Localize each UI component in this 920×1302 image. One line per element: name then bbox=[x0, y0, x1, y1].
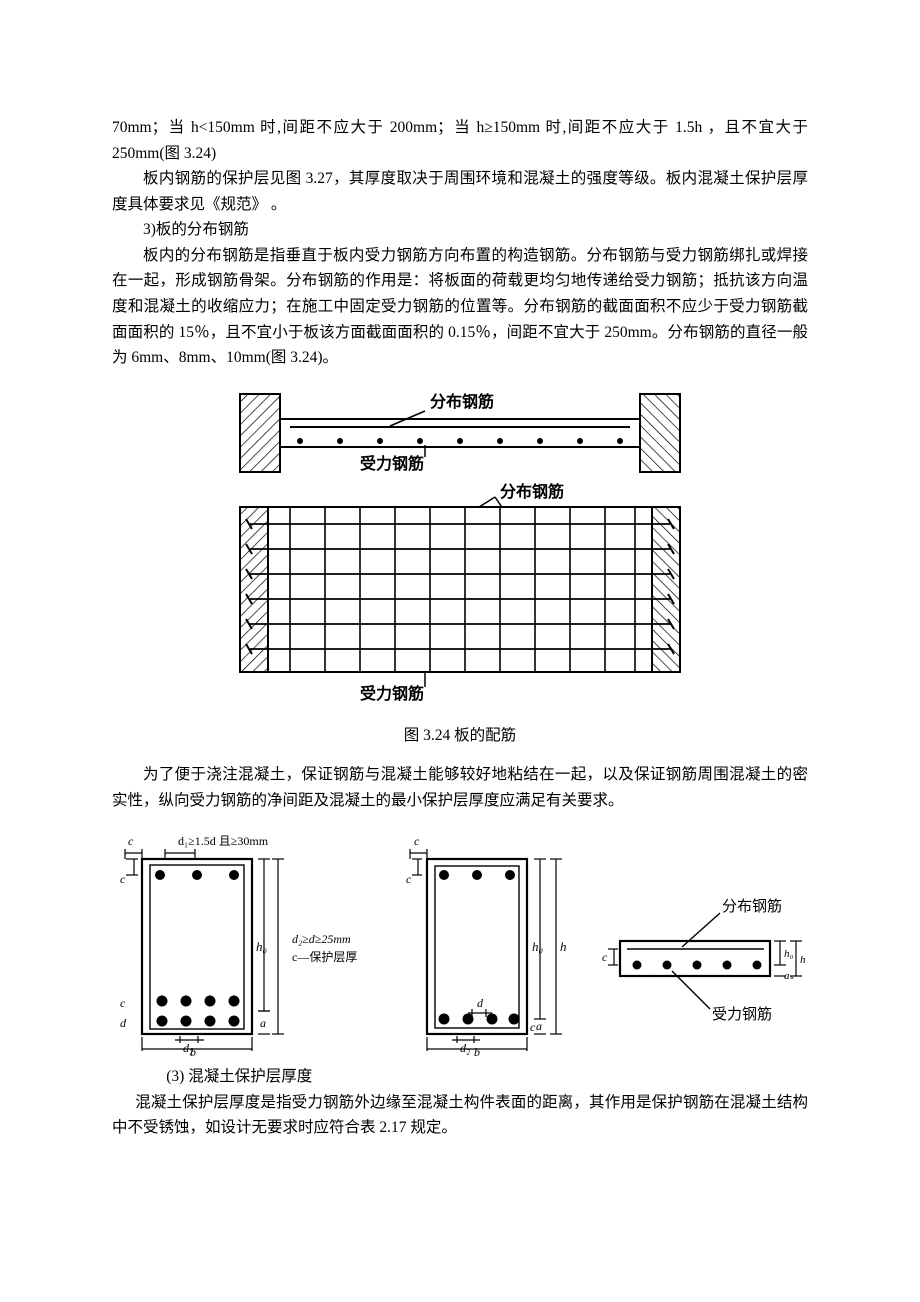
label-fenbu-2: 分布钢筋 bbox=[500, 482, 564, 501]
label-fenbu-3: 分布钢筋 bbox=[722, 898, 782, 915]
paragraph-2: 板内钢筋的保护层见图 3.27，其厚度取决于周围环境和混凝土的强度等级。板内混凝… bbox=[112, 166, 808, 217]
label-c-top1: c bbox=[128, 834, 134, 848]
label-shouli-1: 受力钢筋 bbox=[360, 454, 424, 473]
label-c-3: c bbox=[602, 950, 608, 964]
label-czhu: c—保护层厚 bbox=[292, 950, 357, 964]
label-b-1: b bbox=[190, 1045, 196, 1056]
label-d2-2: d₂ bbox=[460, 1041, 470, 1055]
label-d-2: d bbox=[477, 996, 484, 1010]
label-d2cond: d₂≥d≥25mm bbox=[292, 932, 351, 946]
label-d-lb1: d bbox=[120, 1016, 127, 1030]
figure-3-24-section: 分布钢筋 受力钢筋 bbox=[230, 389, 690, 479]
label-c-top2: c bbox=[414, 834, 420, 848]
label-h0-1: h₀ bbox=[256, 939, 267, 954]
label-h-2: h bbox=[560, 939, 567, 954]
label-h-3: h bbox=[800, 954, 806, 966]
document-page: 70mm；当 h<150mm 时,间距不应大于 200mm；当 h≥150mm … bbox=[0, 0, 920, 1201]
label-h0-2: h₀ bbox=[532, 939, 543, 954]
label-as-3: aₛ bbox=[784, 970, 795, 982]
label-c-l1: c bbox=[120, 872, 126, 886]
label-c-l2: c bbox=[406, 872, 412, 886]
paragraph-6-heading: (3) 混凝土保护层厚度 bbox=[112, 1064, 808, 1090]
label-fenbu-1: 分布钢筋 bbox=[430, 392, 494, 411]
label-b-2: b bbox=[474, 1045, 480, 1056]
label-c-lb1: c bbox=[120, 996, 126, 1010]
paragraph-4: 板内的分布钢筋是指垂直于板内受力钢筋方向布置的构造钢筋。分布钢筋与受力钢筋绑扎或… bbox=[112, 243, 808, 371]
paragraph-5: 为了便于浇注混凝土，保证钢筋与混凝土能够较好地粘结在一起，以及保证钢筋周围混凝土… bbox=[112, 762, 808, 813]
figure-3-24: 分布钢筋 受力钢筋 分布钢筋 bbox=[112, 389, 808, 709]
label-d1: d₁≥1.5d 且≥30mm bbox=[178, 834, 269, 848]
figure-3-24-plan: 分布钢筋 bbox=[230, 479, 690, 709]
figure-beam-svg: d₁≥1.5d 且≥30mm c bbox=[112, 831, 808, 1056]
label-a-2: a bbox=[536, 1019, 542, 1033]
label-shouli-3: 受力钢筋 bbox=[712, 1006, 772, 1023]
paragraph-1: 70mm；当 h<150mm 时,间距不应大于 200mm；当 h≥150mm … bbox=[112, 115, 808, 166]
figure-3-24-caption: 图 3.24 板的配筋 bbox=[112, 723, 808, 749]
label-shouli-2: 受力钢筋 bbox=[360, 684, 424, 703]
label-h0-3: h₀ bbox=[784, 948, 794, 960]
paragraph-3-heading: 3)板的分布钢筋 bbox=[112, 217, 808, 243]
paragraph-7: 混凝土保护层厚度是指受力钢筋外边缘至混凝土构件表面的距离，其作用是保护钢筋在混凝… bbox=[112, 1090, 808, 1141]
figure-beam-sections: d₁≥1.5d 且≥30mm c bbox=[112, 831, 808, 1056]
label-a-1: a bbox=[260, 1016, 266, 1030]
